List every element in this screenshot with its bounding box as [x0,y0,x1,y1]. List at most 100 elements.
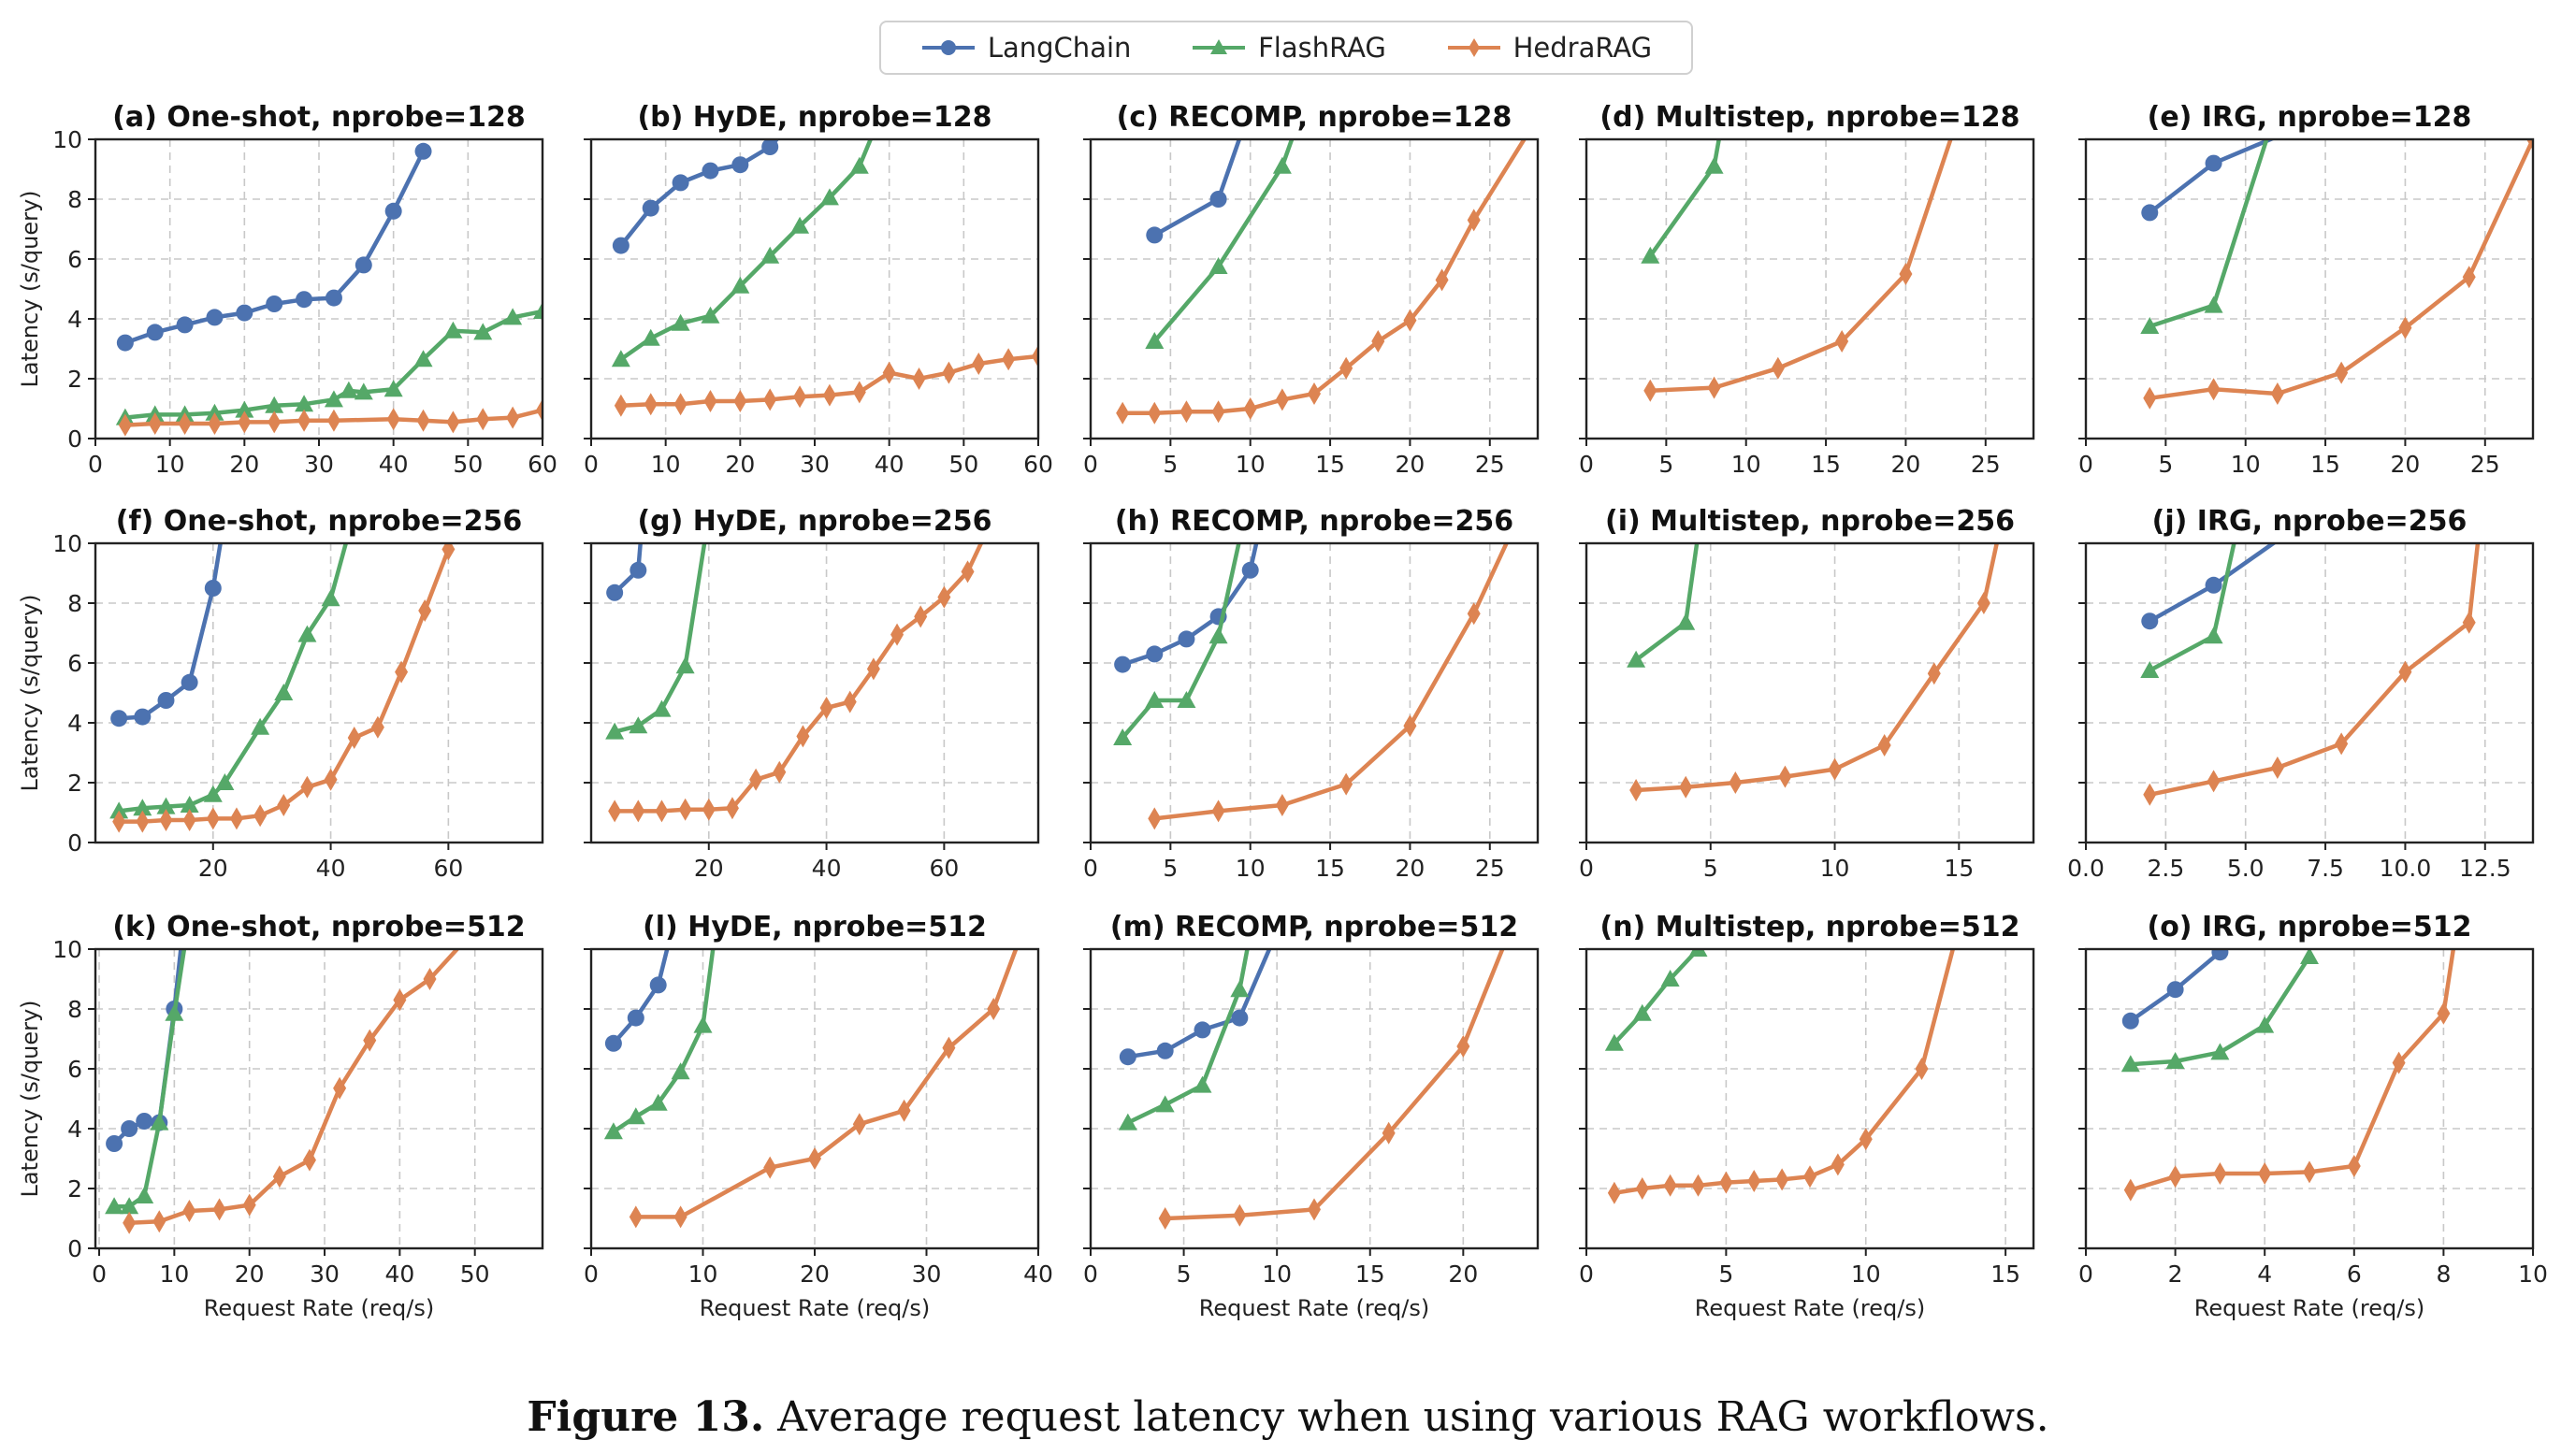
data-point [136,1113,153,1130]
data-point [1233,1203,1247,1227]
data-point [605,722,625,740]
data-point [1403,714,1417,738]
y-tick-label: 0 [67,425,82,453]
data-point [1193,1075,1212,1093]
x-tick-label: 10.0 [2380,855,2432,882]
y-tick-label: 4 [67,306,82,333]
gridlines [1586,949,2033,1248]
x-tick-label: 15 [1944,855,1974,882]
data-point [642,199,659,217]
data-point [296,291,313,309]
x-tick-label: 40 [875,451,904,478]
x-tick-label: 10 [688,1261,718,1288]
series-flashrag [605,543,707,740]
data-point [822,383,836,407]
x-tick-label: 60 [433,855,463,882]
y-tick-label: 8 [67,590,82,617]
data-point [347,727,361,749]
data-point [1607,1181,1621,1204]
subplot-b: 0 10 20 30 40 50 60 (b) HyDE, nprobe=128 [584,101,1053,478]
data-point [251,717,270,735]
series-hedrarag [2143,139,2533,410]
series-line [1613,949,1700,1045]
data-point [205,403,224,421]
series-line [1122,139,1527,416]
data-point [733,390,747,412]
data-point [2121,1012,2139,1030]
series-hedrarag [1116,139,1527,425]
x-tick-label: 25 [2470,451,2500,478]
data-point [300,775,314,799]
data-point [203,785,223,802]
x-tick-label: 10 [155,451,185,478]
data-point [1211,800,1225,823]
data-point [206,807,220,830]
data-point [146,324,164,341]
data-point [649,976,667,994]
data-point [533,302,543,319]
x-tick-label: 20 [800,1261,830,1288]
data-point [109,801,129,819]
data-point [441,543,456,561]
x-tick-label: 10 [1236,451,1266,478]
data-point [2303,1160,2316,1184]
data-point [121,1120,138,1137]
data-point [268,411,282,434]
gridlines [2086,139,2533,439]
data-point [641,328,660,346]
subplot-title: (m) RECOMP, nprobe=512 [1110,911,1518,944]
x-tick-label: 0 [1579,855,1594,882]
x-tick-label: 40 [812,855,842,882]
data-point [849,156,869,174]
data-point [355,256,372,274]
data-point [1635,1177,1649,1200]
data-point [473,323,493,340]
series-flashrag [603,949,716,1140]
figure-caption: Figure 13. Average request latency when … [0,1393,2576,1441]
data-point [693,1016,713,1033]
data-point [790,216,810,234]
x-tick-label: 60 [528,451,557,478]
data-point [156,797,176,814]
series-line [635,949,1019,1219]
data-point [2168,1165,2182,1188]
series-line [2149,139,2533,401]
series-flashrag [2120,949,2319,1073]
data-point [2207,770,2221,793]
data-point [1371,330,1385,353]
x-tick-label: 5 [1718,1261,1733,1288]
series-langchain [604,949,670,1052]
series-line [1153,139,1242,238]
x-tick-label: 60 [1023,451,1053,478]
data-point [808,1147,821,1170]
data-point [1146,226,1164,244]
series-hedrarag [1148,543,1510,830]
data-point [136,810,150,833]
data-point [961,560,975,583]
y-tick-label: 0 [67,829,82,857]
x-tick-label: 2 [2168,1261,2183,1288]
data-point [134,708,152,726]
x-tick-label: 30 [800,451,830,478]
y-tick-label: 8 [67,996,82,1023]
data-point [176,316,194,334]
subplot-title: (n) Multistep, nprobe=512 [1599,911,2019,944]
series-line [1650,139,1953,394]
data-point [614,394,628,417]
x-tick-label: 20 [1448,1261,1478,1288]
subplot-a: 0 10 20 30 40 50 60 0 2 4 6 8 10 (a) One-shot, nprobe… [17,101,557,478]
caption-text: Average request latency when using vario… [777,1393,2049,1441]
data-point [1272,156,1292,174]
data-point [324,390,343,408]
data-point [972,353,986,375]
x-tick-label: 6 [2347,1261,2362,1288]
data-point [1835,330,1849,353]
series-hedrarag [629,949,1019,1229]
data-point [1604,1033,1624,1051]
series-line [1614,949,1956,1196]
data-point [937,585,951,609]
x-tick-label: 5 [1658,451,1673,478]
x-tick-label: 0 [1083,855,1098,882]
data-point [760,246,780,264]
axes-frame [1585,541,2035,844]
